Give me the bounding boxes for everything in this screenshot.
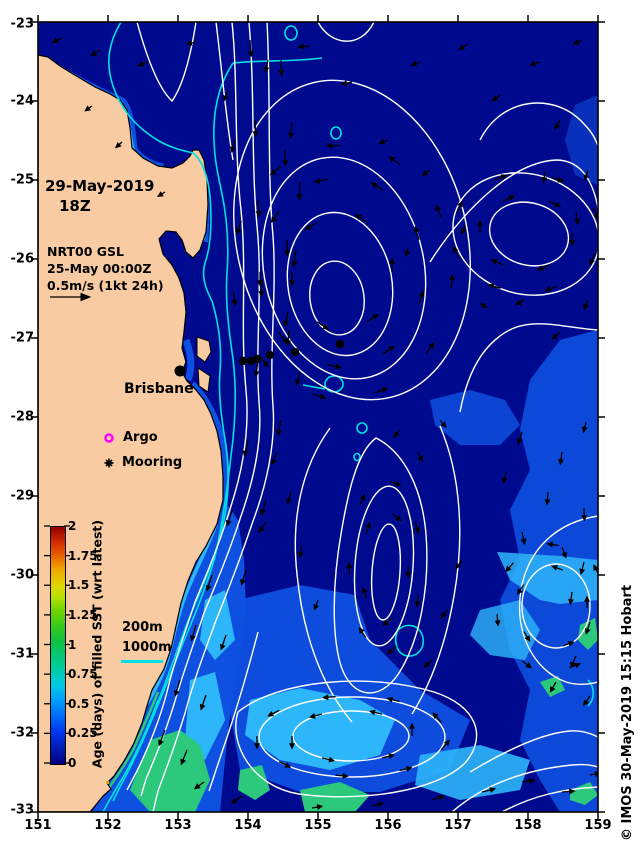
coastline xyxy=(38,54,224,812)
colorbar-tick: 1 xyxy=(68,637,77,652)
isobath-200m-label: 200m xyxy=(122,620,163,635)
colorbar xyxy=(50,526,66,765)
isobath-contours xyxy=(102,22,595,812)
brisbane-marker xyxy=(174,365,186,377)
colorbar-tick: 2 xyxy=(68,519,77,533)
x-tick-label: 153 xyxy=(164,818,192,833)
isobath-1000m-sample-line xyxy=(121,660,163,663)
y-tick-label: -33 xyxy=(10,802,35,818)
gsl-product: NRT00 GSL xyxy=(47,244,125,259)
colorbar-tick: 0.75 xyxy=(68,667,98,682)
scale-arrow xyxy=(50,292,92,302)
colorbar-tick: 0.5 xyxy=(68,696,90,711)
isobath-1000m-label: 1000m xyxy=(122,640,172,655)
y-tick-label: -32 xyxy=(10,725,35,741)
colorbar-tick: 1.25 xyxy=(68,607,98,622)
y-tick-label: -23 xyxy=(10,16,35,32)
y-tick-label: -29 xyxy=(10,488,35,504)
land-mass xyxy=(38,54,224,812)
colorbar-tick: 0.25 xyxy=(68,726,98,741)
x-tick-label: 158 xyxy=(514,818,542,833)
x-tick-label: 156 xyxy=(374,818,402,833)
y-tick-label: -26 xyxy=(10,251,35,267)
timestamp-annotation: 29-May-2019 18Z xyxy=(45,176,154,216)
x-tick-label: 152 xyxy=(94,818,122,833)
brisbane-label: Brisbane xyxy=(124,381,194,397)
mooring-legend-label: Mooring xyxy=(122,455,183,470)
x-tick-label: 157 xyxy=(444,818,472,833)
y-tick-label: -25 xyxy=(10,172,35,188)
map-time: 18Z xyxy=(59,197,91,215)
y-tick-label: -30 xyxy=(10,567,35,583)
moreton-island xyxy=(196,336,212,363)
gsl-scale: 0.5m/s (1kt 24h) xyxy=(47,278,164,293)
sst-age-patches xyxy=(92,95,598,812)
plot-frame xyxy=(31,15,605,819)
credit-text: © IMOS 30-May-2019 15:15 Hobart xyxy=(620,584,635,841)
y-tick-label: -31 xyxy=(10,646,35,662)
gsl-contours xyxy=(126,22,598,812)
gsl-annotation: NRT00 GSL 25-May 00:00Z 0.5m/s (1kt 24h) xyxy=(47,243,164,294)
stradbroke-island xyxy=(197,367,211,393)
y-tick-label: -27 xyxy=(10,330,35,346)
colorbar-tick: 1.5 xyxy=(68,578,90,593)
y-tick-label: -24 xyxy=(10,93,35,109)
x-tick-label: 151 xyxy=(24,818,52,833)
y-tick-label: -28 xyxy=(10,409,35,425)
argo-legend-label: Argo xyxy=(123,430,158,445)
x-tick-label: 159 xyxy=(584,818,612,833)
gsl-datetime: 25-May 00:00Z xyxy=(47,261,152,276)
current-vectors xyxy=(51,37,598,811)
mooring-marker-icon xyxy=(104,458,114,468)
map-mooring-markers xyxy=(238,339,345,366)
x-tick-label: 155 xyxy=(304,818,332,833)
x-tick-label: 154 xyxy=(234,818,262,833)
colorbar-tick: 0 xyxy=(68,756,77,770)
colorbar-tick: 1.75 xyxy=(68,548,98,563)
legend-markers xyxy=(104,433,114,468)
map-date: 29-May-2019 xyxy=(45,177,155,195)
argo-marker-icon xyxy=(104,433,114,443)
